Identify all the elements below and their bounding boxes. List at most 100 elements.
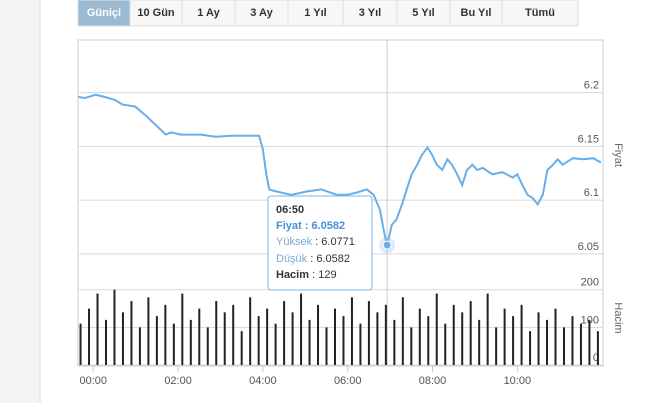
tab[interactable]: 1 Yıl — [287, 0, 344, 27]
volume-bar — [562, 327, 565, 365]
tooltip-label: Düşük — [276, 253, 308, 265]
volume-bar — [537, 312, 540, 365]
plot-frame — [77, 39, 604, 367]
tooltip-sep: : — [315, 236, 318, 248]
volume-bar — [215, 301, 218, 365]
tab-label[interactable]: 1 Ay — [197, 7, 220, 19]
volume-bar — [291, 312, 294, 365]
y-axis-title: Hacim — [612, 302, 624, 333]
tooltip: 06:50 Fiyat : 6.0582 Yüksek : 6.0771 Düş… — [267, 195, 373, 291]
volume-bar — [512, 316, 515, 365]
tooltip-value: 6.0582 — [311, 220, 345, 232]
volume-bar — [427, 316, 430, 365]
volume-bar — [138, 327, 141, 365]
tooltip-row: Düşük : 6.0582 — [276, 253, 350, 265]
volume-bar — [249, 297, 252, 365]
tab-bar: Güniçi 10 Gün 1 Ay 3 Ay 1 Yıl 3 Yıl 5 Yıl Bu Yı… — [77, 0, 579, 27]
volume-bar — [308, 319, 311, 365]
x-tick-label: 10:00 — [504, 375, 532, 387]
volume-bar — [342, 316, 345, 365]
price-line — [78, 93, 602, 246]
tooltip-row: Hacim : 129 — [276, 269, 337, 281]
volume-bar — [283, 301, 286, 365]
volume-bar — [376, 312, 379, 365]
x-tick-label: 00:00 — [80, 375, 108, 387]
tab-label[interactable]: 3 Ay — [250, 7, 273, 19]
tooltip-value: 129 — [318, 269, 336, 281]
volume-bar — [367, 301, 370, 365]
volume-bar — [588, 319, 591, 365]
volume-bar — [189, 319, 192, 365]
volume-bar — [104, 319, 107, 365]
volume-bar — [478, 319, 481, 365]
volume-bar — [172, 323, 175, 365]
y-tick-label: 6.2 — [584, 80, 599, 92]
tab[interactable]: Tümü — [501, 0, 579, 27]
volume-bar — [300, 293, 303, 365]
tab-label[interactable]: Güniçi — [87, 7, 121, 19]
tooltip-label: Yüksek — [276, 236, 313, 248]
tab[interactable]: 1 Ay — [181, 0, 236, 27]
tooltip-sep: : — [312, 269, 315, 281]
tab-bg[interactable] — [501, 0, 579, 27]
volume-bar — [223, 312, 226, 365]
volume-bar — [155, 316, 158, 365]
hover-point — [382, 240, 392, 250]
x-tick-label: 02:00 — [164, 375, 192, 387]
volume-bar — [520, 304, 523, 365]
volume-bar — [232, 304, 235, 365]
y-tick-label: 6.1 — [584, 187, 599, 199]
volume-bar — [317, 304, 320, 365]
tab[interactable]: 5 Yıl — [396, 0, 451, 27]
tab-label[interactable]: 10 Gün — [137, 7, 175, 19]
volume-bar — [571, 316, 574, 365]
tooltip-sep: : — [305, 220, 309, 232]
tab-label[interactable]: Bu Yıl — [461, 7, 492, 19]
tab-label[interactable]: 5 Yıl — [412, 7, 434, 19]
volume-bar — [240, 331, 243, 365]
tooltip-box — [267, 195, 373, 291]
side-panel — [0, 0, 40, 403]
x-tick-label: 04:00 — [249, 375, 277, 387]
y-tick-label: 200 — [581, 277, 599, 289]
tab-bg[interactable] — [287, 0, 344, 27]
volume-bar — [274, 323, 277, 365]
volume-bar — [461, 312, 464, 365]
x-tick-label: 08:00 — [419, 375, 447, 387]
volume-bar — [469, 301, 472, 365]
tab[interactable]: 3 Ay — [234, 0, 289, 27]
tab[interactable]: Güniçi — [77, 0, 131, 27]
volume-bar — [325, 327, 328, 365]
x-tick-label: 06:00 — [334, 375, 362, 387]
volume-bar — [359, 323, 362, 365]
volume-bar — [495, 327, 498, 365]
volume-bar — [579, 323, 582, 365]
volume-bar — [350, 297, 353, 365]
volume-bar — [88, 308, 91, 365]
tab-label[interactable]: Tümü — [525, 7, 555, 19]
tab-label[interactable]: 1 Yıl — [304, 7, 326, 19]
volume-bar — [198, 308, 201, 365]
tooltip-value: 6.0771 — [321, 236, 355, 248]
volume-bar — [486, 293, 489, 365]
tab[interactable]: 10 Gün — [129, 0, 183, 27]
tooltip-label: Hacim — [276, 269, 309, 281]
volume-bar — [79, 323, 82, 365]
volume-bar — [130, 301, 133, 365]
volume-bar — [435, 293, 438, 365]
volume-bar — [96, 293, 99, 365]
y-axis-title: Fiyat — [612, 143, 624, 167]
volume-bar — [418, 308, 421, 365]
volume-bar — [546, 319, 549, 365]
tooltip-value: 6.0582 — [316, 253, 350, 265]
tab-label[interactable]: 3 Yıl — [359, 7, 381, 19]
tab[interactable]: 3 Yıl — [342, 0, 398, 27]
volume-bar — [257, 316, 260, 365]
tab-bg[interactable] — [396, 0, 451, 27]
volume-bar — [266, 308, 269, 365]
y-tick-label: 6.05 — [578, 241, 599, 253]
tooltip-row: Fiyat : 6.0582 — [276, 220, 345, 232]
volume-bar — [121, 312, 124, 365]
volume-bar — [596, 331, 599, 365]
tab[interactable]: Bu Yıl — [449, 0, 503, 27]
